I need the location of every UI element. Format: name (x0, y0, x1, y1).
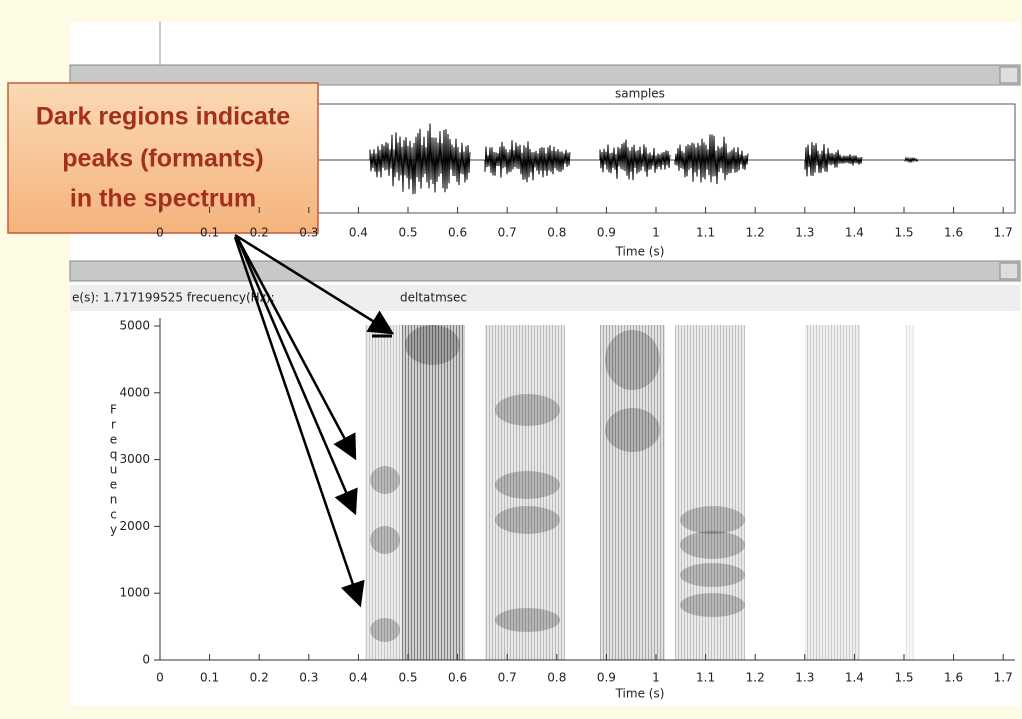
status-left: e(s): 1.717199525 frecuency(Hz): (72, 291, 275, 305)
x-tick-label: 0.5 (398, 671, 417, 685)
arrows (233, 233, 395, 608)
formant-band (405, 325, 460, 365)
formant-band (605, 408, 660, 452)
y-label: Frequency (107, 403, 121, 538)
x-tick-label: 1.1 (696, 226, 715, 240)
formant-band (370, 466, 400, 494)
x-tick-label: 1.6 (944, 671, 963, 685)
x-tick-label: 0.8 (547, 671, 566, 685)
x-tick-label: 1.7 (994, 671, 1013, 685)
formant-band (495, 506, 560, 534)
spectrogram-region (805, 325, 860, 660)
x-tick-label: 1.2 (746, 226, 765, 240)
y-tick-label: 2000 (119, 519, 150, 533)
x-tick-label: 1.7 (994, 226, 1013, 240)
y-tick-label: 4000 (119, 385, 150, 399)
spectrogram-region (905, 325, 915, 660)
formant-band (680, 563, 745, 587)
x-tick-label: 0 (156, 671, 164, 685)
y-tick-label: 5000 (119, 319, 150, 333)
x-tick-label: 1.2 (746, 671, 765, 685)
x-tick-label: 1.4 (845, 671, 864, 685)
status-bar (70, 285, 1020, 311)
x-tick-label: 0.1 (200, 226, 219, 240)
waveform-segment (674, 134, 749, 185)
x-tick-label: 0.2 (250, 226, 269, 240)
arrow (233, 236, 365, 608)
spectrogram-x-label: Time (s) (615, 687, 665, 701)
status-right: deltatmsec (400, 291, 467, 305)
x-tick-label: 0.4 (349, 671, 368, 685)
scrollbar[interactable] (69, 260, 1021, 282)
x-tick-label: 0.9 (597, 671, 616, 685)
x-tick-label: 0.7 (498, 226, 517, 240)
formant-band (495, 608, 560, 632)
formant-band (680, 506, 745, 534)
x-tick-label: 1.4 (845, 226, 864, 240)
x-tick-label: 0.6 (448, 226, 467, 240)
waveform-segment (904, 156, 919, 164)
arrow (234, 233, 395, 335)
callout-line: peaks (formants) (62, 145, 263, 173)
waveform-segment (599, 139, 671, 181)
x-tick-label: 1.5 (894, 226, 913, 240)
scroll-thumb[interactable] (999, 66, 1019, 84)
callout-line: Dark regions indicate (36, 103, 290, 131)
formant-band (370, 526, 400, 554)
x-tick-label: 0.8 (547, 226, 566, 240)
x-tick-label: 0.4 (349, 226, 368, 240)
x-tick-label: 0 (156, 226, 164, 240)
spectrogram-region (485, 325, 565, 660)
formant-band (680, 593, 745, 617)
scrollbar[interactable] (69, 64, 1021, 86)
x-tick-label: 0.2 (250, 671, 269, 685)
y-tick-label: 0 (142, 653, 150, 667)
spectrogram-region (675, 325, 745, 660)
arrow (235, 236, 358, 516)
formant-band (495, 394, 560, 426)
x-tick-label: 0.6 (448, 671, 467, 685)
waveform-segment (369, 123, 471, 195)
x-tick-label: 0.7 (498, 671, 517, 685)
formant-band (370, 618, 400, 642)
x-tick-label: 1.5 (894, 671, 913, 685)
x-tick-label: 0.9 (597, 226, 616, 240)
formant-band (605, 330, 660, 390)
x-tick-label: 0.1 (200, 671, 219, 685)
waveform-x-label: Time (s) (615, 245, 665, 259)
callout-line: in the spectrum (70, 185, 256, 213)
x-tick-label: 1 (652, 671, 660, 685)
x-tick-label: 1.3 (795, 226, 814, 240)
formant-band (680, 531, 745, 559)
waveform-header: samples (615, 87, 665, 101)
x-tick-label: 0.3 (299, 226, 318, 240)
callout-box (7, 82, 319, 234)
x-tick-label: 1.6 (944, 226, 963, 240)
x-tick-label: 0.5 (398, 226, 417, 240)
x-tick-label: 0.3 (299, 671, 318, 685)
x-tick-label: 1 (652, 226, 660, 240)
spectrogram-region (600, 325, 665, 660)
waveform-segment (484, 140, 571, 183)
y-tick-label: 1000 (119, 586, 150, 600)
x-tick-label: 1.3 (795, 671, 814, 685)
waveform-segment (804, 142, 863, 177)
x-tick-label: 1.1 (696, 671, 715, 685)
arrow (235, 236, 357, 461)
formant-band (495, 471, 560, 499)
scroll-thumb[interactable] (999, 262, 1019, 280)
spectrogram-plot (160, 318, 1015, 660)
y-tick-label: 3000 (119, 452, 150, 466)
spectrogram-region (402, 325, 465, 660)
